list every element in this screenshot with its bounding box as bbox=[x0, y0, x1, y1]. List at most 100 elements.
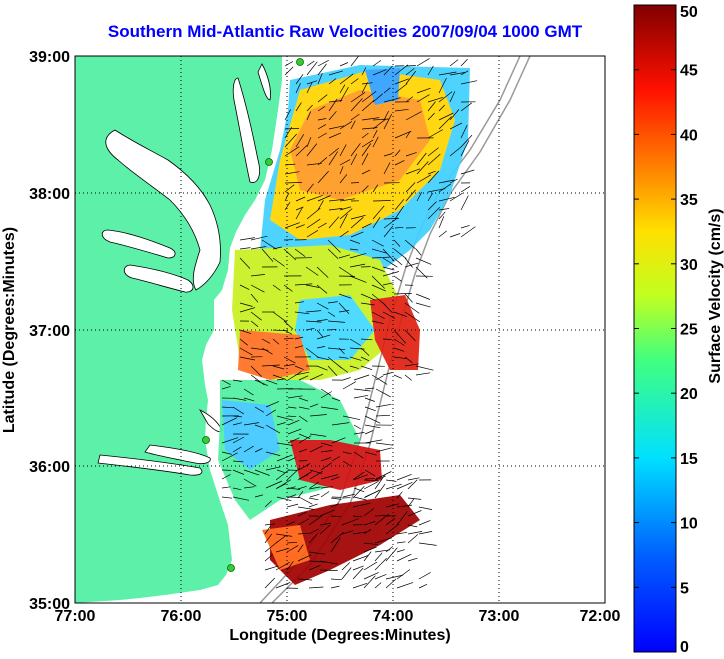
velocity-vector bbox=[221, 452, 238, 462]
velocity-vector bbox=[284, 222, 300, 229]
velocity-vector bbox=[317, 222, 327, 229]
velocity-vector bbox=[239, 284, 250, 290]
velocity-vector bbox=[317, 157, 328, 166]
velocity-vector bbox=[264, 525, 271, 535]
velocity-vector bbox=[416, 174, 432, 184]
velocity-vector bbox=[308, 486, 321, 490]
velocity-vector bbox=[330, 585, 340, 589]
velocity-vector bbox=[316, 284, 328, 294]
velocity-vector bbox=[394, 226, 404, 229]
velocity-vector bbox=[418, 572, 431, 580]
velocity-vector bbox=[342, 415, 361, 421]
velocity-vector bbox=[394, 78, 409, 85]
velocity-vector bbox=[254, 406, 265, 413]
velocity-vector bbox=[427, 147, 439, 157]
velocity-vector bbox=[342, 381, 357, 390]
bay-water bbox=[97, 63, 271, 476]
velocity-vector bbox=[276, 442, 294, 446]
velocity-vector bbox=[320, 442, 333, 447]
velocity-vector bbox=[331, 397, 341, 402]
velocity-vector bbox=[264, 541, 278, 553]
velocity-vector bbox=[396, 582, 414, 589]
velocity-zone-orange-south bbox=[262, 525, 310, 570]
velocity-vector bbox=[405, 131, 411, 139]
velocity-vector bbox=[418, 531, 433, 535]
velocity-vector bbox=[295, 196, 306, 202]
velocity-vector bbox=[261, 347, 273, 355]
velocity-vector bbox=[394, 83, 408, 94]
velocity-vector bbox=[317, 132, 327, 139]
velocity-vector bbox=[372, 118, 390, 121]
velocity-vector bbox=[294, 301, 305, 304]
velocity-vector bbox=[374, 474, 386, 490]
velocity-vector bbox=[349, 253, 367, 259]
velocity-vector bbox=[404, 257, 413, 268]
velocity-vector bbox=[427, 129, 444, 139]
velocity-vector bbox=[294, 283, 313, 286]
velocity-vector bbox=[320, 388, 332, 396]
velocity-vector bbox=[396, 553, 412, 562]
velocity-vector bbox=[328, 111, 337, 121]
velocity-vector bbox=[341, 530, 354, 535]
velocity-vector bbox=[375, 447, 392, 453]
velocity-vector bbox=[449, 59, 459, 67]
velocity-vector bbox=[382, 311, 396, 319]
colorbar-tick-label: 20 bbox=[680, 386, 698, 403]
velocity-vector bbox=[308, 586, 324, 589]
velocity-vector bbox=[393, 374, 402, 379]
velocity-vector bbox=[449, 233, 461, 238]
velocity-vector bbox=[407, 479, 418, 490]
velocity-vector bbox=[375, 442, 394, 446]
velocity-vector bbox=[349, 356, 362, 361]
velocity-vector bbox=[438, 104, 445, 112]
velocity-vector bbox=[339, 206, 352, 211]
velocity-vector bbox=[308, 564, 321, 571]
velocity-vector bbox=[221, 437, 239, 444]
velocity-vector bbox=[283, 284, 293, 292]
velocity-vector bbox=[295, 206, 304, 220]
velocity-vector bbox=[254, 379, 268, 386]
velocity-vector bbox=[272, 311, 288, 323]
velocity-vector bbox=[383, 65, 393, 76]
velocity-vector bbox=[298, 415, 308, 422]
colorbar-tick-label: 5 bbox=[680, 580, 689, 597]
velocity-vector bbox=[394, 64, 409, 76]
velocity-vector bbox=[295, 83, 301, 94]
velocity-vector bbox=[416, 87, 431, 94]
velocity-vector bbox=[353, 496, 367, 501]
velocity-vector bbox=[385, 578, 397, 589]
velocity-vector bbox=[317, 118, 327, 121]
velocity-vector bbox=[320, 391, 332, 399]
velocity-vector bbox=[352, 582, 368, 589]
velocity-vector bbox=[374, 574, 387, 580]
velocity-vector bbox=[284, 109, 292, 121]
velocity-vector bbox=[221, 474, 231, 480]
velocity-vector bbox=[317, 124, 327, 130]
velocity-vector bbox=[438, 179, 455, 184]
velocity-vector bbox=[286, 494, 297, 499]
velocity-vector bbox=[243, 445, 254, 453]
velocity-vector bbox=[385, 574, 404, 580]
velocity-vector bbox=[309, 414, 327, 417]
velocity-vector bbox=[272, 284, 281, 291]
velocity-vector bbox=[250, 320, 259, 327]
velocity-vector bbox=[364, 469, 376, 477]
velocity-vector bbox=[416, 152, 427, 166]
velocity-vector bbox=[331, 422, 350, 426]
velocity-vector bbox=[275, 479, 291, 490]
velocity-vector bbox=[363, 575, 376, 589]
velocity-vector bbox=[393, 311, 407, 318]
velocity-vector bbox=[385, 503, 400, 508]
velocity-vector bbox=[338, 310, 350, 313]
velocity-vector bbox=[221, 486, 231, 489]
velocity-vector bbox=[276, 415, 294, 421]
velocity-vector bbox=[405, 68, 415, 76]
velocity-vector bbox=[460, 134, 473, 148]
velocity-vector bbox=[250, 284, 265, 293]
x-tick-label: 73:00 bbox=[479, 608, 520, 625]
velocity-vector bbox=[363, 572, 379, 580]
velocity-vector bbox=[317, 63, 327, 76]
velocity-vector bbox=[418, 583, 428, 589]
velocity-vector bbox=[327, 320, 346, 323]
